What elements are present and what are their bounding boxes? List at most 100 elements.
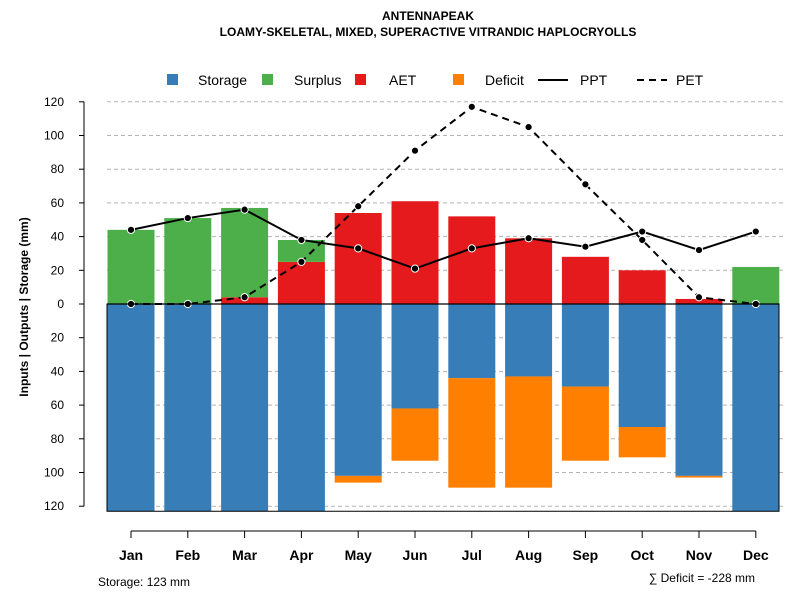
bars (107, 201, 780, 512)
bar-surplus-mar (221, 207, 269, 298)
bar-surplus-apr (277, 239, 325, 262)
legend: Storage Surplus AET Deficit PPT PET (167, 72, 704, 88)
legend-swatch-deficit (453, 74, 464, 85)
footer-deficit-sum: ∑ Deficit = -228 mm (649, 571, 755, 585)
bar-storage-nov (675, 304, 723, 476)
y-tick-label: 80 (51, 432, 65, 446)
y-tick-label: 40 (51, 230, 65, 244)
bar-deficit-aug (505, 376, 553, 488)
chart-title: ANTENNAPEAK (382, 9, 474, 23)
x-tick-label-nov: Nov (686, 547, 713, 563)
bar-storage-oct (618, 304, 666, 428)
ppt-point-feb (183, 213, 192, 223)
y-tick-label: 20 (51, 263, 65, 277)
bar-aet-sep (561, 256, 609, 304)
bar-surplus-dec (732, 266, 780, 304)
pet-point-apr (297, 257, 306, 266)
bar-aet-jun (391, 201, 439, 304)
pet-point-sep (581, 180, 590, 189)
legend-label-ppt: PPT (580, 72, 608, 88)
legend-label-surplus: Surplus (294, 72, 341, 88)
pet-point-mar (240, 293, 249, 302)
ppt-point-aug (524, 234, 533, 243)
pet-point-aug (524, 122, 533, 132)
bar-storage-mar (221, 304, 269, 512)
ppt-point-jul (467, 244, 476, 253)
series-lines (130, 105, 757, 305)
bar-aet-nov (675, 298, 723, 304)
y-tick-label: 40 (51, 364, 65, 378)
y-tick-label: 100 (44, 129, 64, 143)
pet-point-jul (467, 102, 476, 111)
y-tick-label: 60 (51, 398, 65, 412)
chart-subtitle: LOAMY-SKELETAL, MIXED, SUPERACTIVE VITRA… (220, 25, 637, 39)
x-tick-label-dec: Dec (743, 547, 769, 563)
x-tick-label-oct: Oct (631, 547, 655, 563)
bar-surplus-feb (164, 218, 212, 304)
pet-point-jun (410, 146, 420, 155)
legend-swatch-aet (355, 74, 366, 85)
y-axis-label: Inputs | Outputs | Storage (mm) (17, 217, 31, 396)
x-tick-label-jun: Jun (403, 547, 428, 563)
pet-point-nov (694, 293, 704, 302)
bar-aet-jul (448, 216, 496, 304)
bar-storage-jul (448, 304, 496, 379)
y-tick-label: 80 (51, 162, 65, 176)
legend-label-storage: Storage (198, 72, 247, 88)
bar-deficit-jul (448, 378, 496, 488)
bar-storage-dec (732, 304, 780, 512)
bar-storage-jun (391, 304, 439, 409)
bar-storage-jan (107, 304, 155, 512)
y-tick-label: 120 (44, 499, 64, 513)
legend-swatch-storage (167, 74, 178, 85)
legend-swatch-surplus (262, 74, 273, 85)
bar-surplus-jan (107, 229, 155, 304)
x-tick-label-jan: Jan (119, 547, 143, 563)
series-points (126, 102, 760, 309)
footer-storage: Storage: 123 mm (98, 575, 190, 589)
bar-aet-may (334, 213, 382, 304)
ppt-point-nov (694, 245, 704, 255)
x-tick-label-feb: Feb (175, 547, 200, 563)
bar-storage-feb (164, 304, 212, 512)
y-tick-label: 20 (51, 331, 65, 345)
bar-deficit-nov (675, 475, 723, 478)
pet-point-may (354, 202, 363, 211)
ppt-point-sep (581, 242, 590, 251)
y-tick-label: 120 (44, 95, 64, 109)
x-tick-label-mar: Mar (232, 547, 257, 563)
bar-deficit-sep (561, 386, 609, 461)
ppt-point-oct (638, 227, 647, 236)
ppt-line (130, 208, 757, 270)
pet-line (131, 105, 756, 305)
legend-label-aet: AET (389, 72, 417, 88)
y-tick-label: 60 (51, 196, 65, 210)
bar-deficit-oct (618, 427, 666, 458)
bar-storage-may (334, 304, 382, 476)
x-tick-label-aug: Aug (515, 547, 542, 563)
gridlines (107, 101, 783, 507)
bar-storage-apr (277, 304, 325, 512)
x-tick-label-apr: Apr (289, 547, 314, 563)
x-tick-label-sep: Sep (573, 547, 599, 563)
y-tick-label: 100 (44, 466, 64, 480)
ppt-point-may (354, 244, 363, 253)
pet-point-oct (638, 235, 647, 245)
axes: 120 100 80 60 40 20 0 20 40 60 80 100 120 Jan Feb Mar Ap… (44, 95, 780, 563)
bar-storage-aug (505, 304, 553, 377)
x-tick-label-jul: Jul (462, 547, 482, 563)
ppt-point-apr (297, 235, 306, 245)
bar-aet-oct (618, 270, 666, 304)
bar-aet-apr (277, 261, 325, 304)
ppt-point-dec (751, 227, 760, 236)
y-tick-label: 0 (57, 297, 64, 311)
bar-storage-sep (561, 304, 609, 387)
ppt-point-jun (410, 264, 420, 273)
legend-label-pet: PET (676, 72, 704, 88)
bar-aet-aug (505, 238, 553, 304)
ppt-point-jan (126, 225, 136, 234)
x-tick-label-may: May (345, 547, 372, 563)
bar-deficit-may (334, 475, 382, 483)
bar-deficit-jun (391, 408, 439, 461)
